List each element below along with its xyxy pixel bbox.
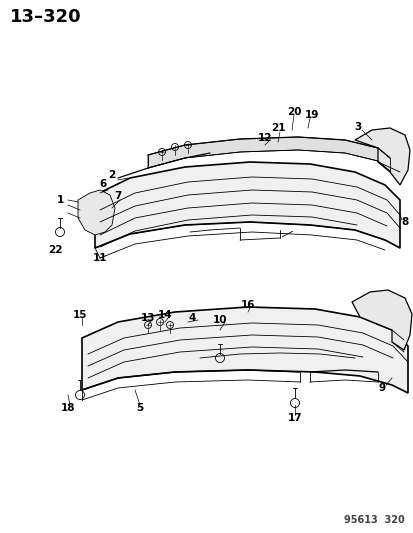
- Polygon shape: [82, 307, 407, 393]
- Text: 13: 13: [140, 313, 155, 323]
- Text: 11: 11: [93, 253, 107, 263]
- Text: 12: 12: [257, 133, 272, 143]
- Text: 19: 19: [304, 110, 318, 120]
- Text: 4: 4: [188, 313, 195, 323]
- Text: 2: 2: [108, 170, 115, 180]
- Text: 17: 17: [287, 413, 301, 423]
- Text: 10: 10: [212, 315, 227, 325]
- Text: 18: 18: [61, 403, 75, 413]
- Text: 7: 7: [114, 191, 121, 201]
- Text: 21: 21: [270, 123, 285, 133]
- Text: 6: 6: [99, 179, 107, 189]
- Text: 14: 14: [157, 310, 172, 320]
- Polygon shape: [351, 290, 411, 350]
- Text: 95613  320: 95613 320: [344, 515, 404, 525]
- Text: 5: 5: [136, 403, 143, 413]
- Polygon shape: [354, 128, 409, 185]
- Text: 3: 3: [354, 122, 361, 132]
- Text: 8: 8: [401, 217, 408, 227]
- Text: 16: 16: [240, 300, 255, 310]
- Polygon shape: [78, 190, 115, 235]
- Text: 22: 22: [47, 245, 62, 255]
- Polygon shape: [147, 137, 389, 171]
- Text: 1: 1: [56, 195, 64, 205]
- Text: 9: 9: [377, 383, 385, 393]
- Text: 15: 15: [73, 310, 87, 320]
- Text: 13–320: 13–320: [10, 8, 81, 26]
- Text: 20: 20: [286, 107, 301, 117]
- Polygon shape: [95, 162, 399, 248]
